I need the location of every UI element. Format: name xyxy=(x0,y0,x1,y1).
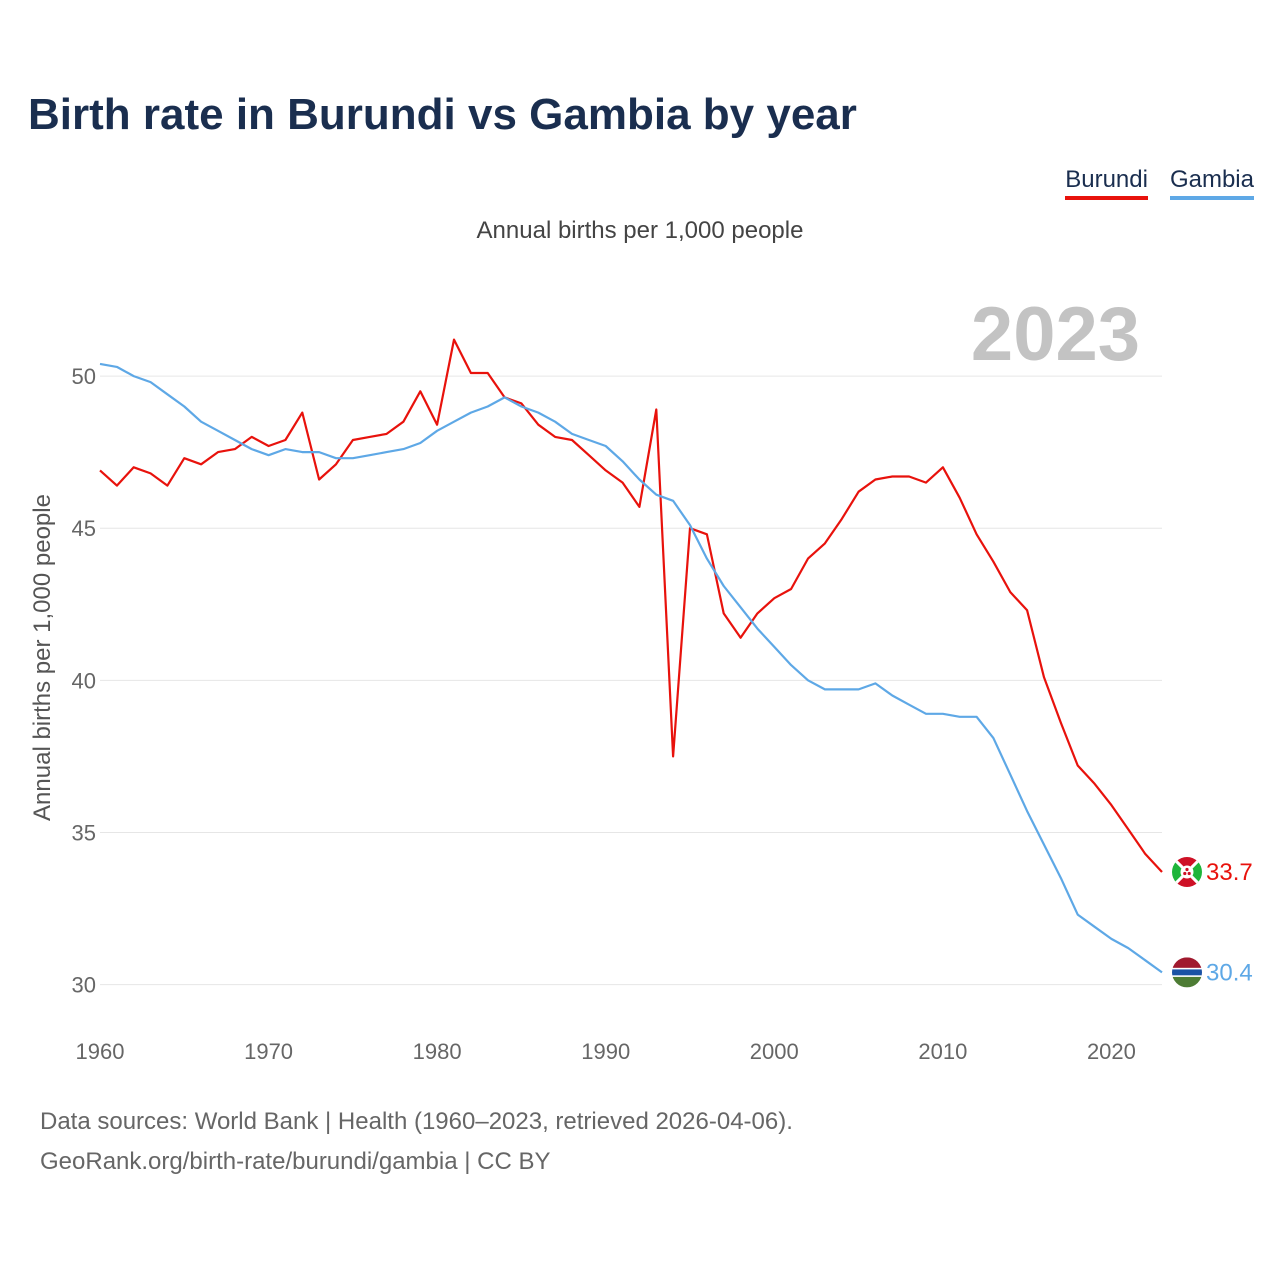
legend-item-burundi[interactable]: Burundi xyxy=(1065,166,1148,200)
x-tick-label: 2000 xyxy=(750,1039,799,1064)
end-label-gambia: 30.4 xyxy=(1206,959,1253,986)
y-tick-label: 50 xyxy=(72,364,96,389)
gambia-flag-icon xyxy=(1172,957,1202,988)
burundi-flag-icon xyxy=(1172,857,1202,887)
x-tick-label: 1990 xyxy=(581,1039,630,1064)
legend-item-gambia[interactable]: Gambia xyxy=(1169,166,1254,200)
year-label: 2023 xyxy=(971,292,1140,377)
x-tick-label: 1980 xyxy=(413,1039,462,1064)
series-line-burundi xyxy=(99,338,1163,873)
y-tick-label: 45 xyxy=(72,516,96,541)
legend: Burundi Gambia xyxy=(1065,166,1254,200)
data-sources: Data sources: World Bank | Health (1960–… xyxy=(40,1108,793,1135)
y-axis-label: Annual births per 1,000 people xyxy=(29,494,56,821)
y-tick-label: 30 xyxy=(72,973,96,998)
credit-link[interactable]: GeoRank.org/birth-rate/burundi/gambia | … xyxy=(40,1148,551,1175)
chart-subtitle: Annual births per 1,000 people xyxy=(476,217,804,244)
series-line-gambia xyxy=(99,362,1163,974)
x-tick-label: 1960 xyxy=(76,1039,125,1064)
x-tick-label: 1970 xyxy=(244,1039,293,1064)
y-tick-label: 35 xyxy=(72,820,96,845)
y-tick-label: 40 xyxy=(72,668,96,693)
x-tick-label: 2010 xyxy=(918,1039,967,1064)
end-label-burundi: 33.7 xyxy=(1206,859,1253,886)
x-tick-label: 2020 xyxy=(1087,1039,1136,1064)
chart-title: Birth rate in Burundi vs Gambia by year xyxy=(28,90,857,139)
